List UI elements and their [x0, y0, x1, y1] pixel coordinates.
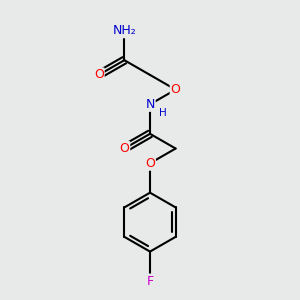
Text: NH₂: NH₂ [112, 24, 136, 37]
Text: N: N [145, 98, 155, 111]
Text: O: O [119, 142, 129, 155]
Text: O: O [145, 157, 155, 170]
Text: O: O [171, 83, 181, 96]
Text: H: H [159, 108, 167, 118]
Text: F: F [146, 274, 154, 287]
Text: O: O [94, 68, 104, 81]
